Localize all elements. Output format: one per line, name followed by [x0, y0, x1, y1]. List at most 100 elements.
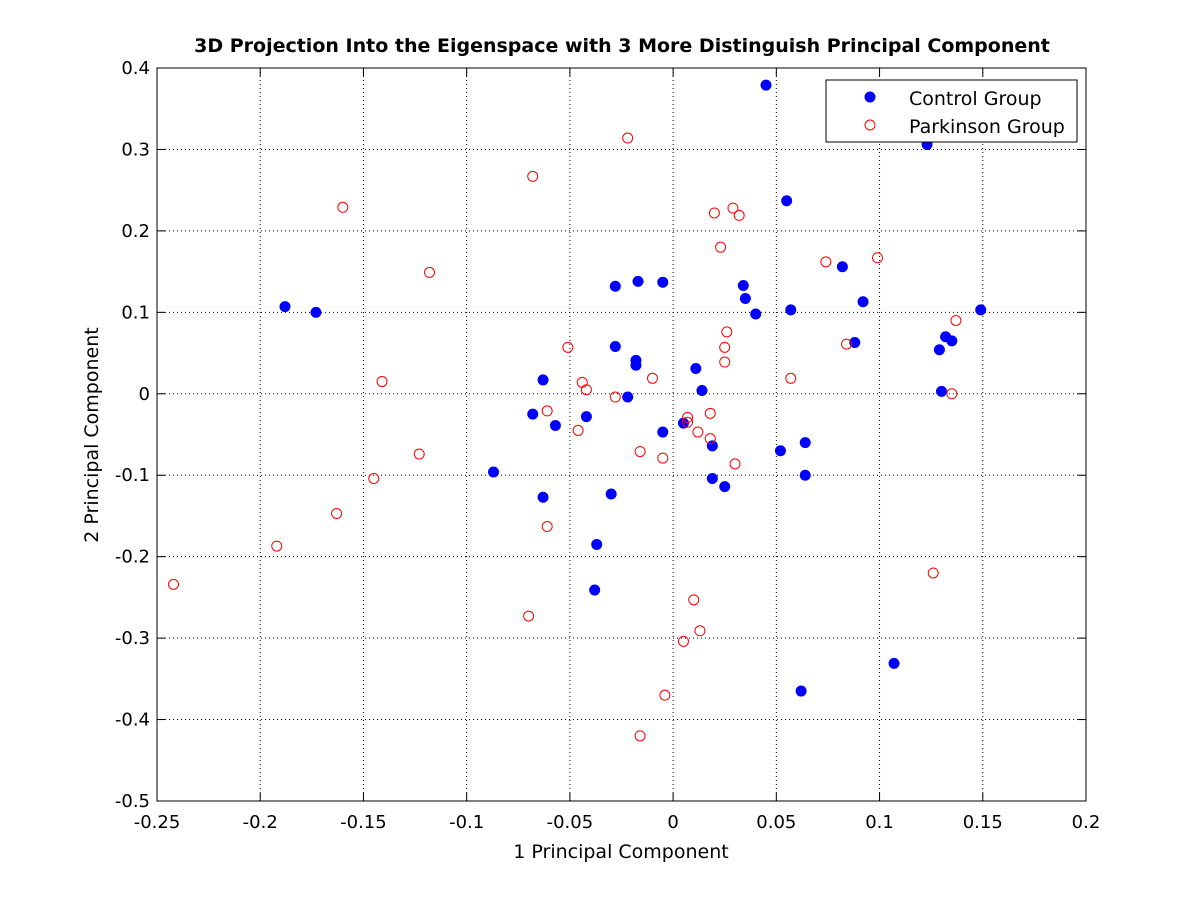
- control-group-point: [706, 440, 718, 452]
- control-group-point: [935, 385, 947, 397]
- parkinson-group-point: [646, 372, 658, 384]
- parkinson-group-point: [622, 132, 634, 144]
- control-group-point: [657, 426, 669, 438]
- parkinson-group-point: [950, 314, 962, 326]
- y-tick-label: -0.4: [115, 710, 150, 731]
- parkinson-group-point: [677, 635, 689, 647]
- control-group-point: [739, 292, 751, 304]
- parkinson-group-point: [271, 540, 283, 552]
- control-group-point: [279, 301, 291, 313]
- x-tick-label: 0.1: [865, 812, 894, 833]
- parkinson-group-point: [337, 201, 349, 213]
- control-group-point: [622, 391, 634, 403]
- parkinson-group-point: [659, 689, 671, 701]
- control-group-point: [657, 276, 669, 288]
- y-tick-label: -0.1: [115, 465, 150, 486]
- parkinson-group-point: [541, 405, 553, 417]
- parkinson-group-point: [413, 448, 425, 460]
- axis-ticks: -0.25 -0.2 -0.15 -0.1 -0.05 0 0.05 0.1 0.15 0.2 0.…: [115, 58, 1100, 833]
- parkinson-group-point: [729, 458, 741, 470]
- parkinson-group-point: [527, 170, 539, 182]
- control-group-point: [549, 420, 561, 432]
- control-group-point: [488, 466, 500, 478]
- grid-lines: [157, 68, 1086, 801]
- parkinson-group-point: [820, 256, 832, 268]
- parkinson-group-point: [692, 426, 704, 438]
- control-group-point: [609, 280, 621, 292]
- control-group-point: [609, 341, 621, 353]
- legend: Control Group Parkinson Group: [825, 79, 1078, 143]
- x-tick-label: 0.05: [756, 812, 796, 833]
- x-tick-label: 0: [667, 812, 678, 833]
- x-tick-label: -0.15: [340, 812, 387, 833]
- parkinson-group-point: [609, 391, 621, 403]
- parkinson-group-point: [634, 446, 646, 458]
- parkinson-group-point: [733, 209, 745, 221]
- control-group-point: [760, 79, 772, 91]
- control-group-point: [785, 304, 797, 316]
- parkinson-group-point: [694, 625, 706, 637]
- parkinson-group-point: [871, 252, 883, 264]
- control-group-point: [605, 488, 617, 500]
- parkinson-group-point: [841, 338, 853, 350]
- x-tick-label: -0.25: [134, 812, 181, 833]
- parkinson-group-point: [682, 411, 694, 423]
- parkinson-group-point: [562, 341, 574, 353]
- parkinson-group-point: [376, 376, 388, 388]
- control-group-point: [857, 296, 869, 308]
- parkinson-group-point: [168, 578, 180, 590]
- legend-marker-control: [864, 91, 876, 103]
- parkinson-group-point: [704, 433, 716, 445]
- parkinson-group-point: [580, 384, 592, 396]
- control-group-point: [589, 584, 601, 596]
- legend-box: [825, 79, 1078, 143]
- x-tick-label: 0.15: [963, 812, 1003, 833]
- control-group-point: [719, 481, 731, 493]
- parkinson-group-point: [331, 508, 343, 520]
- control-group-point: [849, 336, 861, 348]
- y-tick-label: 0.1: [121, 302, 150, 323]
- parkinson-group-point: [682, 416, 694, 428]
- control-group-point: [527, 408, 539, 420]
- control-group-point: [632, 275, 644, 287]
- control-group-point: [781, 195, 793, 207]
- x-tick-label: -0.05: [547, 812, 594, 833]
- legend-label-parkinson: Parkinson Group: [909, 116, 1065, 138]
- parkinson-group-point: [634, 730, 646, 742]
- x-tick-label: 0.2: [1072, 812, 1101, 833]
- parkinson-group-point: [523, 610, 535, 622]
- control-group-point: [580, 411, 592, 423]
- y-tick-label: 0: [139, 384, 150, 405]
- legend-marker-parkinson: [864, 119, 876, 131]
- control-group-point: [933, 344, 945, 356]
- parkinson-group-point: [368, 472, 380, 484]
- parkinson-group-point: [785, 372, 797, 384]
- control-group-point: [630, 359, 642, 371]
- parkinson-group-point: [719, 341, 731, 353]
- control-group-point: [946, 335, 958, 347]
- y-axis-title: 2 Principal Component: [81, 327, 103, 542]
- control-group-point: [537, 374, 549, 386]
- parkinson-group-point: [727, 202, 739, 214]
- control-group-point: [975, 304, 987, 316]
- parkinson-group-point: [572, 424, 584, 436]
- parkinson-group-point: [946, 388, 958, 400]
- control-group-point: [677, 417, 689, 429]
- control-group-point: [774, 445, 786, 457]
- parkinson-group-point: [719, 356, 731, 368]
- control-group-point: [799, 437, 811, 449]
- control-group-point: [310, 306, 322, 318]
- parkinson-group-point: [704, 407, 716, 419]
- control-group-point: [795, 685, 807, 697]
- y-tick-label: -0.2: [115, 547, 150, 568]
- control-group-point: [537, 491, 549, 503]
- y-tick-label: -0.3: [115, 628, 150, 649]
- parkinson-group-point: [576, 376, 588, 388]
- control-group-point: [690, 363, 702, 375]
- y-tick-label: 0.2: [121, 221, 150, 242]
- parkinson-group-point: [927, 567, 939, 579]
- control-group-point: [737, 279, 749, 291]
- legend-label-control: Control Group: [909, 88, 1042, 110]
- parkinson-group-point: [424, 266, 436, 278]
